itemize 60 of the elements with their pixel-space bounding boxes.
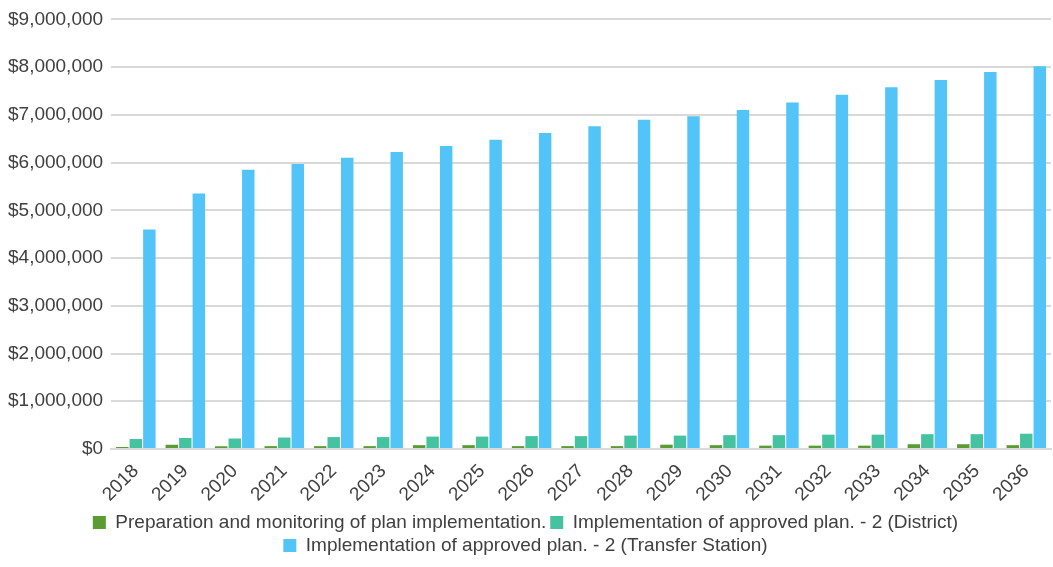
bar bbox=[723, 435, 736, 448]
bar bbox=[970, 434, 984, 448]
bar bbox=[376, 437, 390, 448]
y-tick-label: $4,000,000 bbox=[8, 246, 104, 268]
bar bbox=[1033, 66, 1047, 448]
bar bbox=[179, 438, 192, 448]
y-tick-label: $2,000,000 bbox=[8, 341, 104, 363]
bar bbox=[772, 435, 786, 448]
y-tick-label: $5,000,000 bbox=[8, 198, 104, 220]
bar bbox=[858, 445, 871, 448]
bar bbox=[341, 157, 354, 448]
bar bbox=[871, 434, 885, 448]
bar bbox=[291, 164, 304, 448]
legend-label: Implementation of approved plan. - 2 (District) bbox=[572, 510, 959, 532]
legend-label: Implementation of approved plan. - 2 (Transfer Station) bbox=[305, 533, 768, 555]
bar bbox=[327, 437, 340, 448]
y-tick-label: $9,000,000 bbox=[8, 7, 104, 29]
bar bbox=[1006, 445, 1019, 448]
bar bbox=[835, 94, 849, 448]
bar bbox=[709, 445, 723, 448]
bar bbox=[885, 87, 898, 448]
bar bbox=[426, 436, 439, 448]
bar bbox=[192, 193, 206, 448]
bar bbox=[687, 116, 700, 448]
bar bbox=[921, 434, 934, 448]
y-tick-label: $6,000,000 bbox=[8, 150, 104, 172]
bar bbox=[129, 438, 143, 448]
bar bbox=[907, 444, 921, 448]
bar bbox=[736, 110, 750, 448]
bar bbox=[984, 71, 997, 448]
bar bbox=[475, 436, 489, 448]
bar bbox=[278, 437, 291, 448]
bar bbox=[242, 169, 255, 448]
bar bbox=[822, 434, 835, 448]
bar bbox=[637, 119, 651, 448]
y-tick-label: $1,000,000 bbox=[8, 389, 104, 411]
bar bbox=[574, 436, 588, 448]
bar bbox=[228, 438, 241, 448]
bar bbox=[143, 229, 156, 448]
bar bbox=[390, 152, 403, 448]
y-tick-label: $7,000,000 bbox=[8, 103, 104, 125]
bar bbox=[786, 102, 799, 448]
bar bbox=[412, 445, 426, 448]
bar bbox=[525, 436, 538, 448]
bar bbox=[957, 444, 970, 448]
bar bbox=[934, 80, 948, 448]
bar bbox=[673, 435, 687, 448]
bar bbox=[660, 444, 673, 448]
bar bbox=[538, 133, 552, 448]
bar bbox=[439, 145, 453, 448]
legend-label: Preparation and monitoring of plan implementation. bbox=[115, 510, 547, 532]
bar bbox=[489, 139, 502, 448]
bar bbox=[759, 445, 772, 448]
y-tick-label: $3,000,000 bbox=[8, 294, 104, 316]
bar bbox=[1020, 433, 1033, 448]
bar bbox=[624, 435, 637, 448]
bar bbox=[462, 445, 475, 448]
bar bbox=[588, 126, 601, 448]
y-tick-label: $8,000,000 bbox=[8, 55, 104, 77]
y-tick-label: $0 bbox=[81, 437, 104, 459]
